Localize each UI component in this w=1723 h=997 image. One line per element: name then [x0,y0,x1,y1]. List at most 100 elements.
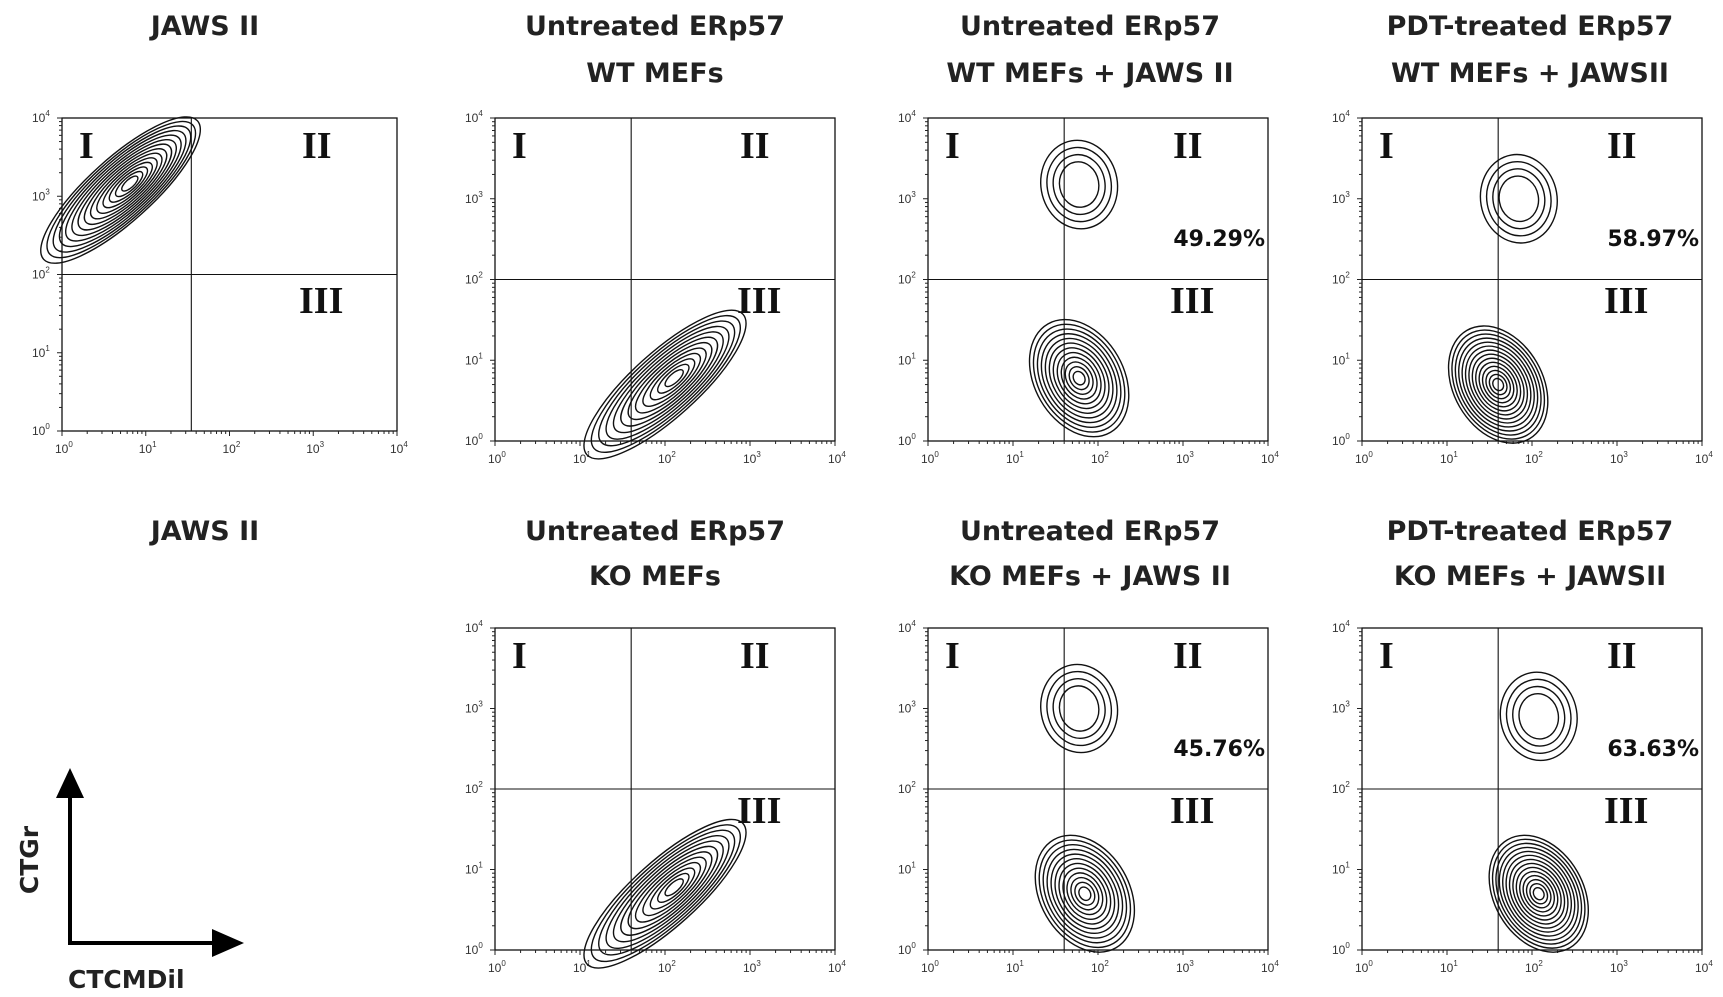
contour-level [605,325,730,440]
contour-level [1048,342,1110,414]
contour-level [1512,862,1566,925]
quadrant-label: I [512,635,527,677]
x-tick-label: 100 [921,959,939,975]
x-axis-key-label: CTCMDil [68,965,185,994]
contour-level [1485,369,1512,400]
panel-4: PDT-treated ERp57 WT MEFs + JAWSII 100 101 1… [1332,11,1713,466]
contour-level [1464,345,1532,424]
x-tick-label: 102 [223,440,241,456]
contour-level [634,856,707,923]
contour-level [1461,341,1535,428]
contour-level [1471,353,1525,416]
contour-level [642,352,702,407]
x-tick-label: 101 [573,959,591,975]
panel-title-line: WT MEFs + JAWSII [1391,58,1669,89]
contour-level [1488,834,1590,953]
contour-level [1492,377,1505,392]
contour-level [1508,858,1569,929]
y-tick-label: 104 [898,619,916,635]
x-tick-label: 104 [1695,959,1713,975]
y-tick-label: 101 [898,861,916,877]
population-contours [1039,663,1119,754]
contour-level [1505,678,1572,754]
contour-level [598,320,736,447]
contour-level [1532,887,1545,901]
quadrant-label: I [79,125,94,167]
contour-level [1447,325,1549,444]
quadrant-label: I [1379,635,1394,677]
x-tick-label: 102 [1091,959,1109,975]
contour-level [1485,160,1552,237]
quadrant-II-percent: 63.63% [1607,737,1699,762]
population-contours [583,818,747,969]
y-tick-label: 101 [898,351,916,367]
contour-level [1070,876,1100,911]
contour-level [627,851,713,930]
contour-level [1475,357,1522,412]
contour-level [1039,139,1119,230]
contour-level [1492,168,1546,230]
panel-title-line: PDT-treated ERp57 [1387,11,1674,42]
contour-level [1479,153,1558,244]
contour-level [1502,850,1576,937]
quadrant-label: III [1604,280,1648,322]
y-tick-label: 101 [1332,351,1350,367]
y-tick-label: 100 [898,432,916,448]
quadrant-label: II [1607,125,1637,167]
x-tick-label: 103 [1610,959,1628,975]
contour-level [664,878,684,897]
population-contours [1039,139,1119,230]
population-contours [1479,153,1558,244]
quadrant-label: II [740,125,770,167]
quadrant-label: III [299,280,343,322]
quadrant-label: I [512,125,527,167]
x-tick-label: 102 [1525,450,1543,466]
panel-title-line: Untreated ERp57 [525,11,785,42]
x-tick-label: 100 [488,450,506,466]
contour-level [83,148,168,226]
contour-level [1058,161,1100,208]
contour-level [1038,839,1132,949]
contour-level [1505,854,1573,933]
contour-level [1058,685,1100,732]
y-tick-label: 103 [898,190,916,206]
contour-level [1034,834,1136,953]
contour-level [649,358,696,401]
contour-level [1491,838,1586,949]
y-tick-label: 104 [465,109,483,125]
contour-level [1052,678,1106,739]
y-tick-label: 103 [465,700,483,716]
x-tick-label: 101 [1440,959,1458,975]
y-tick-label: 102 [1332,780,1350,796]
panel-title-line: PDT-treated ERp57 [1387,516,1674,547]
population-contours [583,309,747,460]
contour-level [1056,351,1102,405]
x-tick-label: 101 [1006,450,1024,466]
contour-level [1522,874,1556,913]
x-axis-arrowhead [212,929,244,957]
y-tick-label: 102 [898,271,916,287]
contour-level [52,125,192,253]
contour-level [1478,361,1518,408]
x-tick-label: 104 [1695,450,1713,466]
quadrant-label: I [945,635,960,677]
panel-title-line: Untreated ERp57 [960,11,1220,42]
quadrant-II-percent: 58.97% [1607,227,1699,252]
quadrant-label: III [737,790,781,832]
x-tick-label: 104 [828,959,846,975]
population-contours [1488,834,1590,953]
quadrant-label: III [1170,280,1214,322]
contour-level [1498,175,1540,223]
contour-level [1032,323,1126,433]
x-tick-label: 104 [390,440,408,456]
contour-level [664,369,684,388]
x-tick-label: 100 [55,440,73,456]
y-tick-label: 100 [1332,941,1350,957]
y-tick-label: 102 [32,266,50,282]
y-tick-label: 101 [1332,861,1350,877]
contour-level [1052,347,1106,410]
x-tick-label: 102 [658,959,676,975]
contour-level [121,175,139,192]
x-tick-label: 103 [1176,959,1194,975]
contour-level [1519,870,1559,917]
